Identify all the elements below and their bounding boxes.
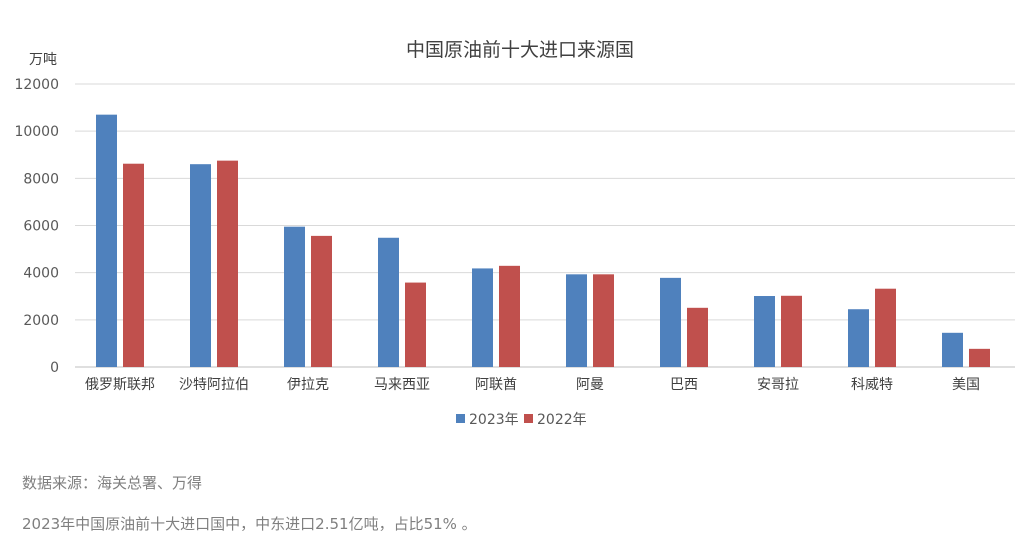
bar-series2 bbox=[311, 235, 332, 367]
y-tick-label: 4000 bbox=[23, 266, 59, 282]
bar-series2 bbox=[687, 307, 708, 367]
legend: 2023年 2022年 bbox=[456, 412, 587, 428]
x-tick-label: 沙特阿拉伯 bbox=[179, 377, 249, 393]
x-tick-label: 安哥拉 bbox=[757, 377, 799, 393]
bar-series2 bbox=[969, 348, 990, 367]
source-note: 数据来源：海关总署、万得 bbox=[22, 474, 203, 492]
x-tick-label: 阿曼 bbox=[576, 377, 604, 393]
y-tick-label: 10000 bbox=[14, 124, 59, 140]
bar-series2 bbox=[499, 265, 520, 367]
bar-chart: 中国原油前十大进口来源国 万吨 0 2000 4000 6000 8000 10000 12… bbox=[14, 39, 1015, 428]
y-axis-ticks: 0 2000 4000 6000 8000 10000 12000 bbox=[14, 77, 59, 376]
bar-series2 bbox=[123, 163, 144, 367]
bar-series1 bbox=[660, 277, 681, 367]
y-tick-label: 2000 bbox=[23, 313, 59, 329]
bar-series1 bbox=[566, 274, 587, 367]
y-tick-label: 6000 bbox=[23, 219, 59, 235]
x-tick-label: 伊拉克 bbox=[287, 377, 329, 393]
bar-series1 bbox=[472, 268, 493, 367]
bar-series2 bbox=[781, 295, 802, 367]
bar-series2 bbox=[593, 274, 614, 367]
chart-title: 中国原油前十大进口来源国 bbox=[406, 39, 634, 61]
legend-swatch bbox=[524, 414, 533, 423]
x-tick-label: 巴西 bbox=[670, 377, 698, 393]
y-tick-label: 8000 bbox=[23, 171, 59, 187]
bar-series2 bbox=[217, 160, 238, 367]
x-axis-ticks: 俄罗斯联邦 沙特阿拉伯 伊拉克 马来西亚 阿联酋 阿曼 巴西 安哥拉 科威特 美国 bbox=[85, 376, 980, 393]
x-tick-label: 美国 bbox=[952, 377, 980, 393]
bar-series1 bbox=[942, 332, 963, 367]
x-tick-label: 俄罗斯联邦 bbox=[85, 377, 155, 393]
y-axis-unit-label: 万吨 bbox=[29, 52, 57, 68]
bar-series1 bbox=[190, 164, 211, 367]
bar-series2 bbox=[405, 282, 426, 367]
x-tick-label: 马来西亚 bbox=[374, 377, 430, 393]
legend-swatch bbox=[456, 414, 465, 423]
y-tick-label: 0 bbox=[50, 360, 59, 376]
bar-series1 bbox=[378, 237, 399, 367]
x-tick-label: 科威特 bbox=[851, 377, 893, 393]
y-tick-label: 12000 bbox=[14, 77, 59, 93]
summary-note: 2023年中国原油前十大进口国中，中东进口2.51亿吨，占比51% 。 bbox=[22, 515, 477, 533]
bar-series2 bbox=[875, 288, 896, 367]
bar-series1 bbox=[96, 114, 117, 368]
bar-series1 bbox=[754, 296, 775, 367]
legend-label: 2023年 bbox=[469, 412, 519, 428]
x-tick-label: 阿联酋 bbox=[475, 376, 517, 393]
legend-label: 2022年 bbox=[537, 412, 587, 428]
bar-series1 bbox=[848, 309, 869, 367]
gridlines bbox=[75, 83, 1015, 368]
bars bbox=[96, 114, 990, 368]
bar-series1 bbox=[284, 226, 305, 367]
